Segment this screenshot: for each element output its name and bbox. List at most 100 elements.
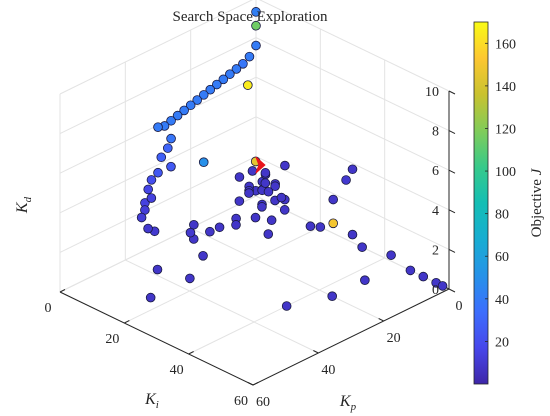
data-point: [185, 273, 195, 284]
data-point: [347, 164, 358, 175]
kp-axis-line: [59, 291, 254, 386]
data-point: [263, 186, 274, 197]
data-point: [205, 226, 215, 237]
data-point: [231, 64, 242, 74]
ki-tick-mark: [124, 320, 130, 324]
data-point: [205, 84, 216, 95]
colorbar: 20 40 60 80 100 120 140 160 Objective J: [473, 21, 545, 385]
colorbar-title: Objective J: [529, 167, 545, 237]
colorbar-gradient: [473, 21, 489, 385]
data-point: [192, 95, 203, 105]
data-point: [341, 175, 351, 185]
grid-line: [59, 155, 257, 253]
chart-title: Search Space Exploration: [173, 9, 328, 25]
data-point: [243, 80, 253, 90]
data-point: [244, 51, 255, 62]
ki-tick-mark: [59, 289, 66, 293]
grid-line: [255, 155, 450, 250]
data-point: [172, 110, 183, 121]
colorbar-tick-label: 40: [495, 293, 509, 308]
data-point: [260, 178, 271, 188]
axis-labels: 0 20 40 60 0 20 40 60 0 2 4 6 8 10 Kp Ki Kd: [14, 85, 463, 413]
grid-line: [124, 226, 321, 324]
data-point: [328, 194, 339, 205]
kd-tick-mark: [448, 169, 456, 174]
data-point: [166, 115, 176, 126]
colorbar-tick-label: 140: [495, 80, 516, 95]
data-point: [315, 222, 326, 232]
kd-tick-label: 2: [432, 243, 439, 258]
data-point: [281, 301, 292, 311]
ki-tick-label: 20: [105, 332, 119, 347]
kd-tick-mark: [448, 288, 456, 293]
grid-line: [255, 116, 450, 211]
kp-tick-label: 60: [256, 395, 270, 410]
data-point: [145, 292, 156, 303]
kp-tick-label: 40: [321, 363, 335, 378]
data-point: [189, 219, 199, 230]
grid-line: [190, 227, 384, 322]
best-solution-marker: [255, 156, 266, 174]
data-point: [386, 250, 396, 260]
ki-axis-title: Ki: [144, 391, 159, 411]
ki-tick-mark: [252, 382, 259, 386]
data-point: [247, 166, 258, 176]
data-point: [238, 58, 248, 69]
colorbar-tick-label: 80: [495, 208, 509, 223]
data-point: [153, 167, 163, 178]
data-point: [218, 74, 229, 85]
grid-line: [59, 116, 257, 214]
kd-tick-mark: [448, 90, 456, 95]
data-point: [153, 122, 163, 132]
ki-tick-mark: [188, 351, 194, 355]
data-points: [136, 7, 448, 311]
data-point: [251, 7, 261, 17]
colorbar-tick-label: 120: [495, 122, 516, 137]
colorbar-tick-label: 20: [495, 335, 509, 350]
kd-tick-mark: [448, 130, 456, 135]
kp-tick-mark: [378, 318, 384, 322]
data-point: [266, 215, 277, 226]
data-point: [327, 291, 338, 302]
data-point: [250, 212, 261, 223]
kd-tick-label: 4: [432, 204, 439, 219]
kd-tick-label: 0: [432, 283, 439, 298]
data-point: [166, 133, 176, 144]
data-point: [437, 281, 448, 291]
kp-tick-mark: [313, 350, 319, 354]
data-point: [260, 168, 271, 178]
data-point: [234, 172, 245, 182]
colorbar-tick-label: 160: [495, 37, 516, 52]
data-point: [143, 184, 154, 195]
kd-tick-mark: [448, 209, 456, 214]
data-point: [225, 69, 235, 79]
kp-tick-mark: [247, 382, 254, 386]
grid-line: [125, 259, 319, 354]
data-point: [185, 227, 196, 238]
data-point: [251, 40, 261, 51]
data-point: [231, 220, 241, 230]
kd-tick-label: 8: [432, 125, 439, 140]
grid-line: [59, 37, 257, 135]
data-point: [198, 157, 209, 168]
data-point: [163, 143, 173, 153]
grid-line: [258, 0, 450, 92]
data-point: [276, 192, 287, 203]
data-point: [418, 271, 429, 282]
kp-tick-label: 20: [387, 331, 401, 346]
data-point: [143, 223, 153, 234]
data-point: [212, 79, 222, 90]
data-point: [251, 20, 261, 31]
grid-line: [255, 37, 450, 132]
data-point: [156, 152, 167, 163]
colorbar-tick-label: 100: [495, 165, 516, 180]
kd-tick-mark: [448, 248, 456, 253]
data-point: [280, 160, 290, 171]
data-point: [328, 218, 339, 229]
data-point: [244, 188, 254, 198]
kd-axis-title: Kd: [14, 196, 34, 214]
data-point: [185, 100, 196, 111]
data-point: [146, 193, 157, 203]
grid-line: [255, 76, 450, 171]
